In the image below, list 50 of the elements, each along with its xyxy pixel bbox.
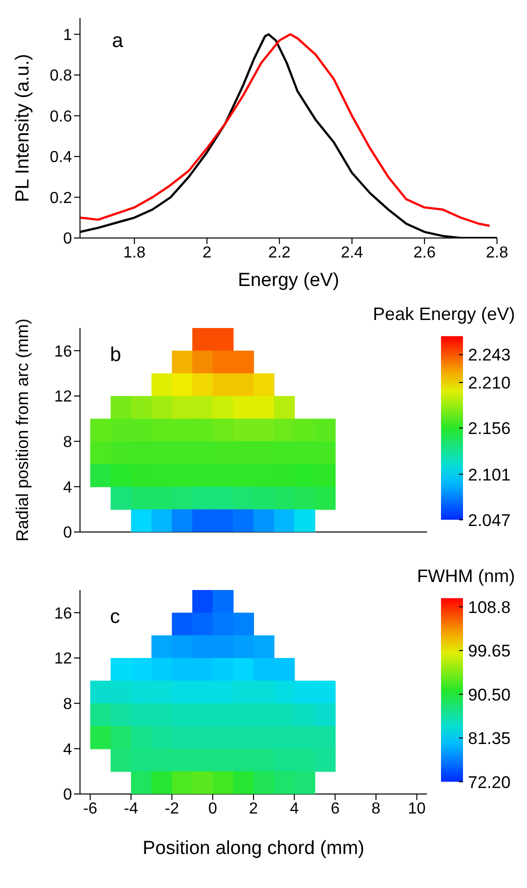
- x-tick-label: 2.6: [413, 244, 436, 262]
- color-bar-label: 90.50: [468, 685, 511, 704]
- y-tick-label: 0.4: [50, 149, 72, 166]
- color-bar-label: 81.35: [468, 729, 511, 748]
- y-tick-label: 12: [54, 388, 72, 406]
- y-tick-label: 16: [54, 343, 72, 360]
- x-tick-label: 10: [408, 800, 426, 818]
- color-bar-label: 2.243: [468, 346, 511, 365]
- color-bar-label: 72.20: [468, 772, 511, 792]
- color-bar-label: 2.101: [468, 465, 511, 484]
- y-tick-label: 0: [63, 786, 72, 804]
- color-bar-title: Peak Energy (eV): [372, 304, 515, 324]
- annotation: b: [110, 344, 122, 367]
- x-tick-label: 6: [330, 800, 340, 818]
- x-tick-label: 0: [208, 800, 218, 818]
- color-bar-title: FWHM (nm): [417, 566, 515, 586]
- y-tick-label: 12: [54, 650, 72, 668]
- y-axis-title: Radial position from arc (mm): [13, 318, 32, 542]
- x-tick-label: 2.4: [340, 244, 364, 262]
- x-tick-label: -6: [83, 800, 98, 818]
- y-tick-label: 1: [63, 26, 72, 44]
- y-tick-label: 16: [54, 605, 72, 622]
- y-tick-label: 4: [63, 741, 72, 758]
- y-tick-label: 8: [63, 434, 72, 452]
- x-tick-label: 8: [372, 800, 381, 818]
- y-tick-label: 4: [63, 479, 72, 496]
- color-bar-label: 108.8: [468, 598, 511, 617]
- y-tick-label: 0: [63, 524, 72, 542]
- x-tick-label: 1.8: [123, 244, 146, 262]
- color-bar-label: 2.047: [468, 510, 511, 530]
- y-tick-label: 0.8: [50, 68, 72, 85]
- x-tick-label: -2: [164, 800, 180, 818]
- annotation: c: [110, 606, 120, 629]
- color-bar-label: 2.156: [468, 418, 511, 438]
- annotation: a: [112, 30, 124, 53]
- color-bar-label: 99.65: [468, 642, 511, 661]
- x-tick-label: 2.8: [486, 244, 508, 262]
- x-tick-label: 2: [249, 800, 258, 818]
- x-axis-title: Energy (eV): [238, 270, 340, 291]
- x-tick-label: -4: [124, 800, 138, 818]
- color-bar-label: 2.210: [468, 373, 511, 392]
- y-tick-label: 0: [63, 230, 72, 248]
- y-tick-label: 8: [63, 696, 72, 714]
- x-tick-label: 2: [202, 244, 212, 262]
- x-axis-title: Position along chord (mm): [142, 838, 364, 859]
- y-tick-label: 0.6: [50, 108, 72, 126]
- y-tick-label: 0.2: [50, 190, 72, 207]
- y-axis-title: PL Intensity (a.u.): [12, 54, 34, 202]
- x-tick-label: 4: [290, 800, 299, 818]
- x-tick-label: 2.2: [268, 244, 291, 262]
